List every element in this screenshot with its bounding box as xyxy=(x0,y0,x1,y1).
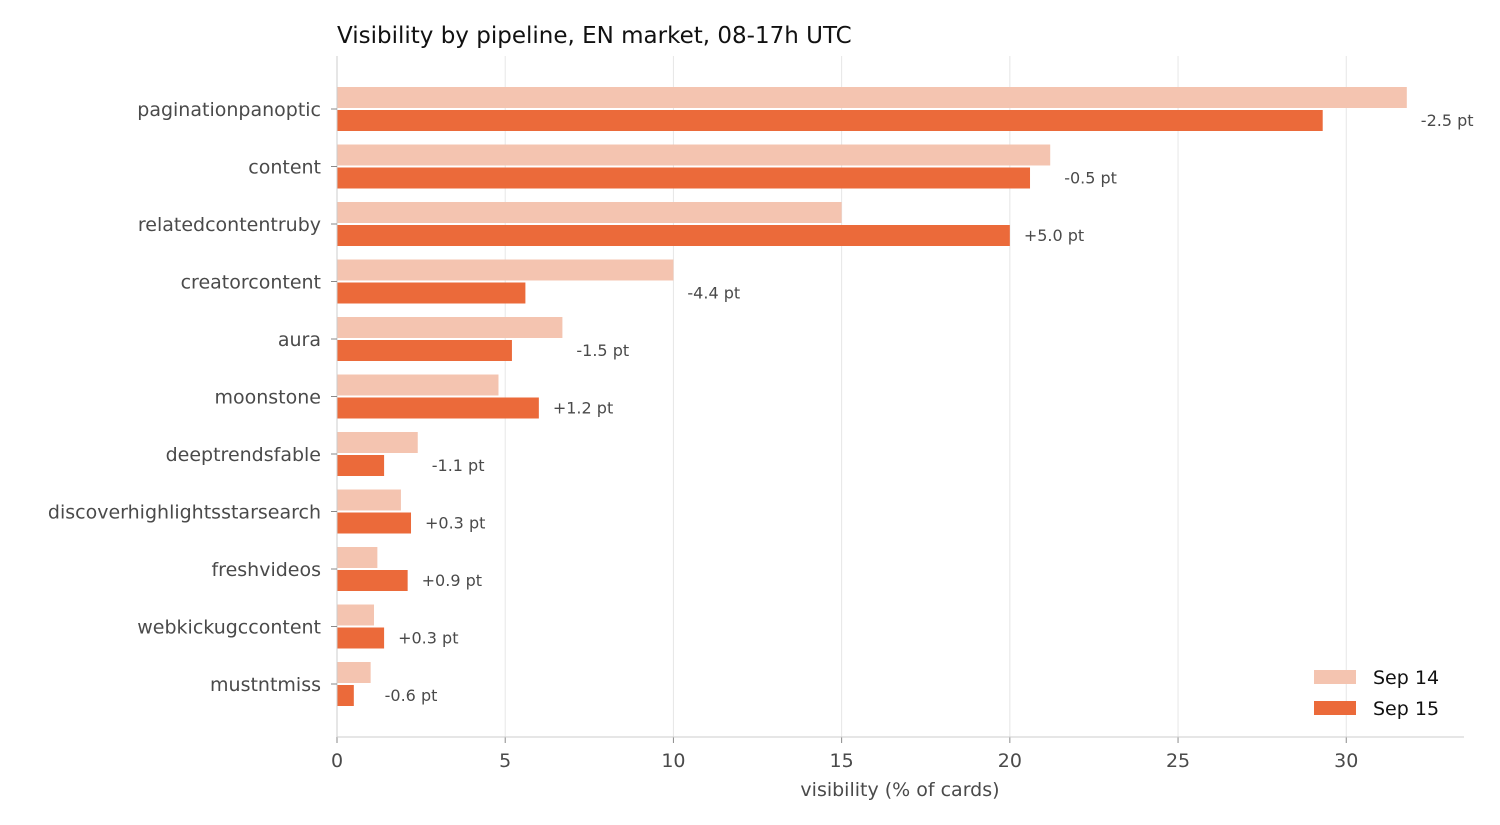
bar-sep-14 xyxy=(337,374,499,396)
delta-label: -4.4 pt xyxy=(687,284,740,303)
bar-sep-14 xyxy=(337,547,378,568)
bar-sep-15 xyxy=(337,455,385,476)
category-label: creatorcontent xyxy=(181,272,321,294)
bar-sep-14 xyxy=(337,259,674,281)
legend-swatch xyxy=(1314,670,1356,684)
delta-label: +1.2 pt xyxy=(553,399,613,418)
category-label: moonstone xyxy=(214,387,321,409)
x-axis-label: visibility (% of cards) xyxy=(800,779,999,801)
bar-sep-14 xyxy=(337,662,371,683)
x-tick-label: 30 xyxy=(1334,750,1358,772)
category-label: content xyxy=(248,157,321,179)
x-tick-label: 15 xyxy=(830,750,854,772)
bar-sep-14 xyxy=(337,604,375,626)
delta-label: +0.9 pt xyxy=(422,571,482,590)
x-tick-label: 20 xyxy=(998,750,1022,772)
bar-sep-15 xyxy=(337,685,354,706)
x-tick-label: 5 xyxy=(499,750,511,772)
bars xyxy=(337,87,1407,706)
bar-sep-15 xyxy=(337,570,408,591)
delta-label: -1.5 pt xyxy=(576,341,629,360)
delta-labels: -2.5 pt -0.5 pt +5.0 pt -4.4 pt -1.5 pt +1.2 … xyxy=(385,111,1474,705)
category-label: aura xyxy=(278,329,321,351)
category-label: mustntmiss xyxy=(210,674,321,696)
chart-title: Visibility by pipeline, EN market, 08-17… xyxy=(337,23,852,49)
x-tick-label: 0 xyxy=(331,750,343,772)
category-label: discoverhighlightsstarsearch xyxy=(48,502,321,524)
bar-sep-15 xyxy=(337,282,526,304)
category-label: webkickugccontent xyxy=(137,617,321,639)
category-label: paginationpanoptic xyxy=(137,99,321,121)
x-tick-label: 10 xyxy=(661,750,685,772)
bar-sep-15 xyxy=(337,167,1031,189)
bar-sep-15 xyxy=(337,110,1323,131)
category-label: relatedcontentruby xyxy=(138,214,321,236)
x-axis: 0 5 10 15 20 25 30 xyxy=(331,56,1464,772)
bar-sep-14 xyxy=(337,432,418,453)
bar-sep-15 xyxy=(337,397,539,419)
legend-swatch xyxy=(1314,701,1356,715)
bar-sep-14 xyxy=(337,87,1407,108)
delta-label: +0.3 pt xyxy=(398,629,458,648)
delta-label: -1.1 pt xyxy=(432,456,485,475)
bar-sep-14 xyxy=(337,317,563,338)
category-label: deeptrendsfable xyxy=(166,444,321,466)
delta-label: -0.6 pt xyxy=(385,686,438,705)
legend-label: Sep 14 xyxy=(1373,667,1439,689)
bar-sep-15 xyxy=(337,512,412,534)
bar-sep-15 xyxy=(337,340,512,361)
delta-label: -0.5 pt xyxy=(1064,169,1117,188)
bar-sep-14 xyxy=(337,144,1051,166)
delta-label: +5.0 pt xyxy=(1024,226,1084,245)
category-labels: paginationpanoptic content relatedcontentr… xyxy=(48,99,321,696)
category-label: freshvideos xyxy=(211,559,321,581)
x-tick-label: 25 xyxy=(1166,750,1190,772)
bar-sep-15 xyxy=(337,627,385,649)
delta-label: -2.5 pt xyxy=(1421,111,1474,130)
bar-sep-14 xyxy=(337,489,401,511)
legend: Sep 14 Sep 15 xyxy=(1314,667,1439,720)
legend-label: Sep 15 xyxy=(1373,698,1439,720)
bar-sep-15 xyxy=(337,225,1010,246)
bar-sep-14 xyxy=(337,202,842,223)
delta-label: +0.3 pt xyxy=(425,514,485,533)
